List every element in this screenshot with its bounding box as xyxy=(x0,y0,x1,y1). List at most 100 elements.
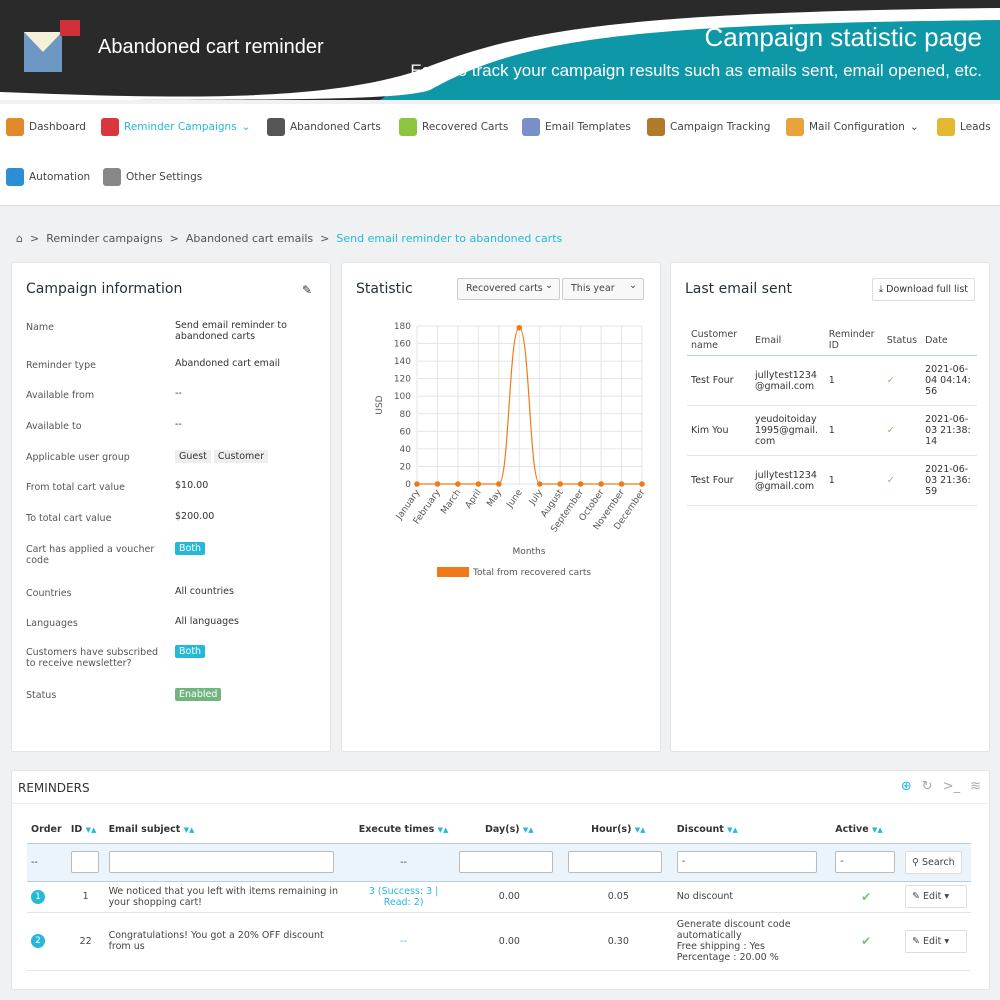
field-value: Enabled xyxy=(175,688,305,701)
period-select[interactable]: This year xyxy=(562,278,644,300)
active-filter-select[interactable]: - xyxy=(835,851,896,873)
panel-title: Campaign information xyxy=(26,281,183,297)
column-header[interactable]: Email subject ▼▲ xyxy=(108,824,195,836)
nav-item-other-settings[interactable]: Other Settings xyxy=(103,168,202,186)
active-check-icon[interactable]: ✔ xyxy=(861,934,872,948)
nav-item-email-templates[interactable]: Email Templates xyxy=(522,118,631,136)
chevron-down-icon: ⌄ xyxy=(909,121,919,133)
column-header[interactable]: Day(s) ▼▲ xyxy=(485,824,534,836)
table-row: Kim You yeudoitoiday1995@gmail.com 1 ✓ 2021-… xyxy=(687,405,977,456)
data-point xyxy=(577,481,584,487)
nav-item-dashboard[interactable]: Dashboard xyxy=(6,118,86,136)
column-header[interactable]: Discount ▼▲ xyxy=(676,824,738,836)
sort-icon[interactable]: ▼▲ xyxy=(183,826,195,835)
column-header: Status xyxy=(882,325,922,356)
search-button[interactable]: ⚲ Search xyxy=(905,850,962,874)
y-tick-label: 80 xyxy=(400,410,412,420)
order-badge[interactable]: 1 xyxy=(31,889,45,904)
chart-icon xyxy=(6,118,24,136)
status-badge: Both xyxy=(175,645,206,658)
field-label: Available from xyxy=(26,390,95,401)
sort-icon[interactable]: ▼▲ xyxy=(634,826,646,835)
legend-swatch xyxy=(437,567,469,577)
data-point xyxy=(536,481,543,487)
subject-filter-input[interactable] xyxy=(108,851,334,873)
y-tick-label: 40 xyxy=(400,445,412,455)
legend-label: Total from recovered carts xyxy=(472,568,591,578)
metric-select[interactable]: Recovered carts xyxy=(457,278,560,300)
column-header: Reminder ID xyxy=(824,325,883,356)
field-label: Reminder type xyxy=(26,360,96,371)
field-label: From total cart value xyxy=(26,482,125,493)
statistic-panel: Statistic Recovered carts This year 0 20 4… xyxy=(341,262,661,752)
column-header[interactable]: ID ▼▲ xyxy=(70,824,97,836)
y-tick-label: 120 xyxy=(394,375,411,385)
edit-button[interactable]: ✎ Edit ▾ xyxy=(905,929,967,953)
banner-heading: Campaign statistic page xyxy=(704,22,982,52)
success-check-icon: ✓ xyxy=(882,405,922,456)
id-filter-input[interactable] xyxy=(70,851,99,873)
column-header[interactable]: Active ▼▲ xyxy=(835,824,883,836)
chevron-down-icon: ⌄ xyxy=(241,121,251,133)
nav-item-mail-configuration[interactable]: Mail Configuration ⌄ xyxy=(786,118,919,136)
sql-terminal-icon[interactable]: >_ xyxy=(942,779,961,794)
sort-icon[interactable]: ▼▲ xyxy=(522,826,534,835)
home-icon[interactable]: ⌂ xyxy=(16,232,23,245)
caret-down-icon[interactable]: ▾ xyxy=(944,935,950,947)
field-value: -- xyxy=(175,419,182,430)
sort-icon[interactable]: ▼▲ xyxy=(871,826,883,835)
breadcrumb-current: Send email reminder to abandoned carts xyxy=(336,232,563,245)
banner-background xyxy=(0,8,1000,100)
breadcrumb-item[interactable]: Reminder campaigns xyxy=(46,232,163,245)
status-badge: Both xyxy=(175,542,206,555)
nav-item-abandoned-carts[interactable]: Abandoned Carts xyxy=(267,118,381,136)
nav-item-automation[interactable]: Automation xyxy=(6,168,90,186)
field-value: Guest Customer xyxy=(175,450,305,463)
data-point xyxy=(557,481,563,487)
search-icon: ⚲ xyxy=(912,856,922,868)
edit-button[interactable]: ✎ Edit ▾ xyxy=(905,885,967,908)
database-icon[interactable]: ≋ xyxy=(970,779,981,794)
field-label: Customers have subscribed to receive new… xyxy=(26,647,159,669)
column-header[interactable]: Order xyxy=(31,824,62,836)
refresh-icon[interactable]: ↻ xyxy=(921,779,933,794)
active-check-icon[interactable]: ✔ xyxy=(861,889,872,904)
y-tick-label: 180 xyxy=(394,322,411,332)
x-axis-label: Months xyxy=(513,547,546,557)
breadcrumb-item[interactable]: Abandoned cart emails xyxy=(185,232,314,245)
banner-subheading: Easy to track your campaign results such… xyxy=(410,61,982,80)
table-row[interactable]: 1 1 We noticed that you left with items … xyxy=(27,881,971,912)
y-tick-label: 140 xyxy=(394,357,411,367)
column-header[interactable]: Execute times ▼▲ xyxy=(358,824,449,836)
nav-item-leads[interactable]: Leads xyxy=(937,118,991,136)
edit-pencil-icon[interactable]: ✎ xyxy=(301,283,312,297)
data-point xyxy=(496,481,502,487)
caret-down-icon[interactable]: ▾ xyxy=(944,891,950,902)
add-icon[interactable]: ⊕ xyxy=(900,779,912,794)
y-tick-label: 100 xyxy=(394,392,411,402)
campaign-info-panel: Campaign information ✎ Name Send email re… xyxy=(11,262,331,752)
y-tick-label: 20 xyxy=(400,462,412,472)
x-tick-label: May xyxy=(485,487,504,509)
wrench-icon xyxy=(103,168,121,186)
nav-item-recovered-carts[interactable]: Recovered Carts xyxy=(399,118,508,136)
y-tick-label: 0 xyxy=(405,480,411,490)
nav-item-campaign-tracking[interactable]: Campaign Tracking xyxy=(647,118,770,136)
sort-icon[interactable]: ▼▲ xyxy=(727,826,738,835)
shopping-bag-icon xyxy=(399,118,417,136)
nav-item-reminder-campaigns[interactable]: Reminder Campaigns ⌄ xyxy=(101,118,250,136)
order-badge[interactable]: 2 xyxy=(31,934,45,948)
leads-icon xyxy=(937,118,955,136)
download-full-list-button[interactable]: ⤓ Download full list xyxy=(871,278,975,301)
field-label: To total cart value xyxy=(26,513,112,524)
sort-icon[interactable]: ▼▲ xyxy=(437,826,449,835)
sort-icon[interactable]: ▼▲ xyxy=(85,826,97,835)
data-point xyxy=(618,481,625,487)
reminders-table: Order ID ▼▲ Email subject ▼▲ Execute times … xyxy=(27,817,971,971)
success-check-icon: ✓ xyxy=(882,455,922,506)
days-filter-input[interactable] xyxy=(458,851,553,873)
table-row[interactable]: 2 22 Congratulations! You got a 20% OFF … xyxy=(27,912,971,970)
discount-filter-select[interactable]: - xyxy=(676,851,817,873)
column-header[interactable]: Hour(s) ▼▲ xyxy=(591,824,646,836)
hours-filter-input[interactable] xyxy=(567,851,662,873)
